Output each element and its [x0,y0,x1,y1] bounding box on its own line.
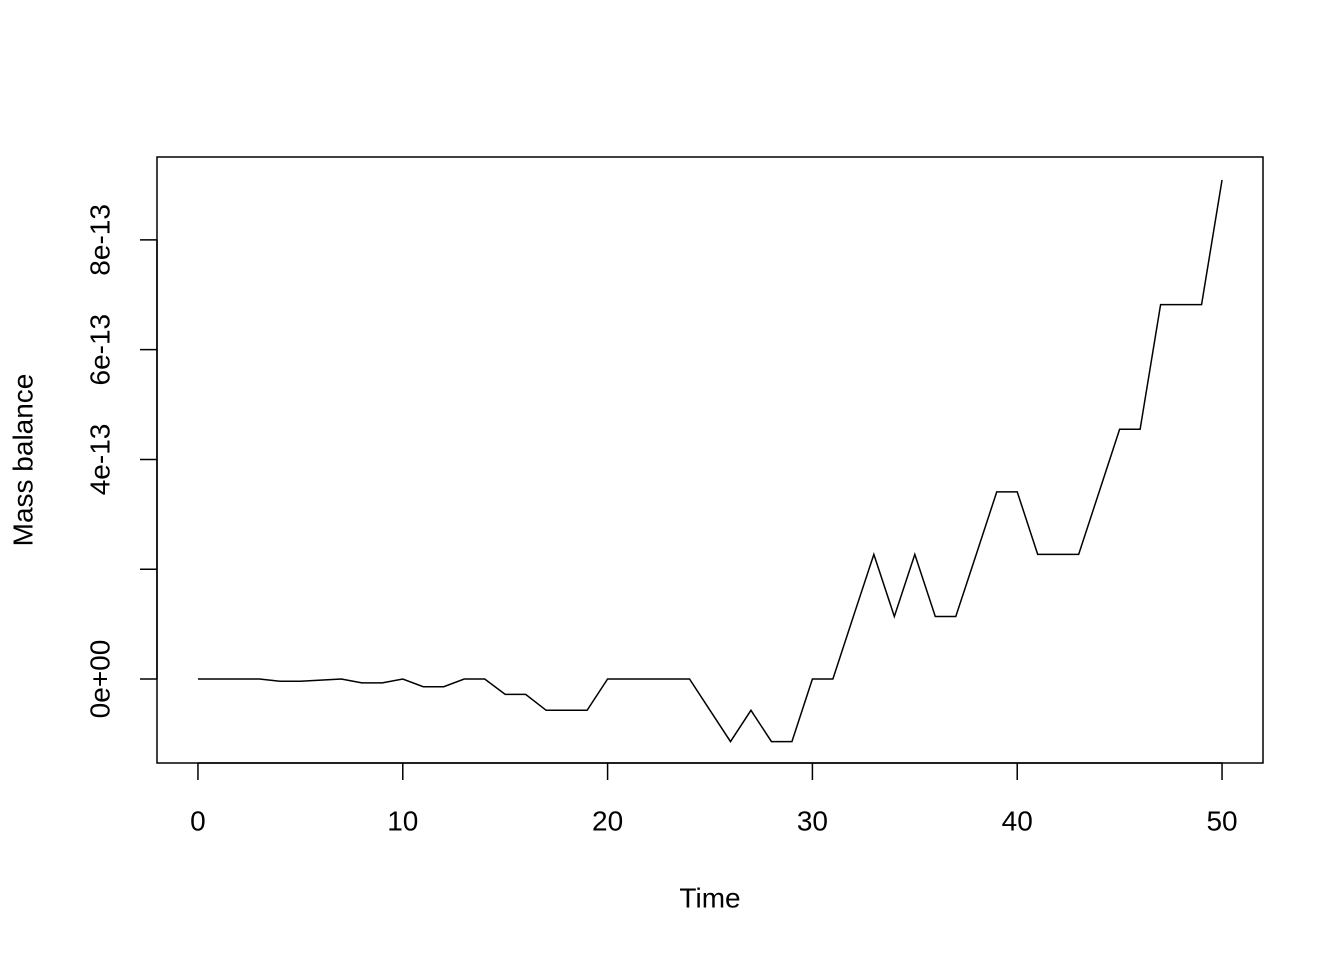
y-tick-label: 6e-13 [84,314,115,386]
x-tick-label: 0 [190,805,206,836]
plot-frame [156,156,1264,764]
x-tick-label: 20 [592,805,623,836]
y-tick-label: 0e+00 [84,640,115,719]
data-line [197,179,1223,743]
x-tick-label: 50 [1206,805,1237,836]
y-axis-label: Mass balance [7,374,38,547]
x-axis-label: Time [679,882,740,913]
y-tick-label: 4e-13 [84,424,115,496]
x-tick-label: 10 [387,805,418,836]
y-tick-label: 8e-13 [84,204,115,276]
x-tick-label: 30 [797,805,828,836]
x-tick-label: 40 [1002,805,1033,836]
